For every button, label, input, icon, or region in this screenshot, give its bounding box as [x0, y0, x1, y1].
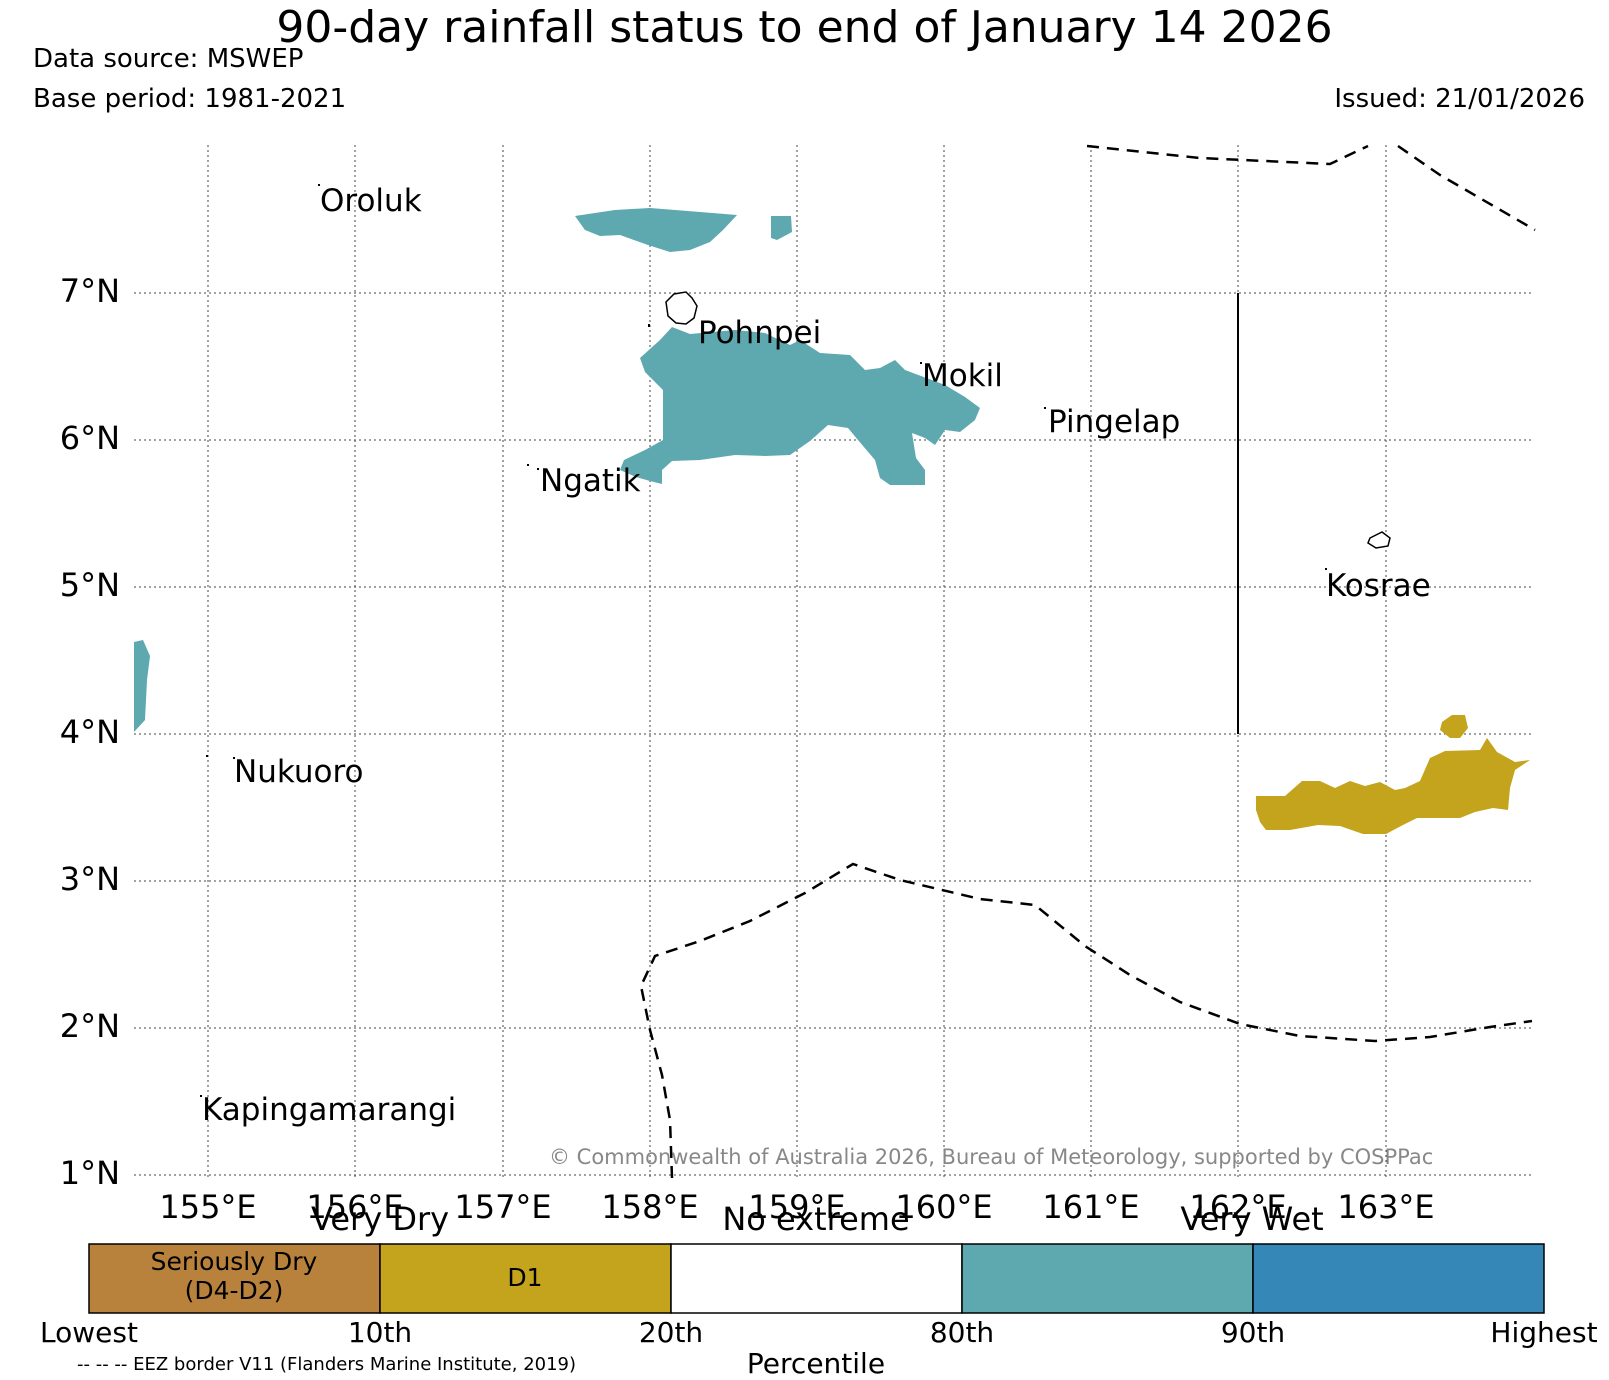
- ngatik-marker-b: [537, 468, 539, 470]
- lon-label-163e: 163°E: [1337, 1188, 1434, 1226]
- legend-tick-10th: 10th: [348, 1316, 412, 1349]
- place-label-oroluk: Oroluk: [320, 183, 422, 219]
- kosrae-marker: [1325, 568, 1327, 570]
- lon-label-158e: 158°E: [601, 1188, 698, 1226]
- legend-category-very-wet: Very Wet: [1180, 1200, 1323, 1238]
- pingelap-marker: [1044, 407, 1046, 409]
- lon-label-161e: 161°E: [1042, 1188, 1139, 1226]
- lon-label-156e: 156°E: [306, 1188, 403, 1226]
- place-label-pingelap: Pingelap: [1048, 404, 1180, 440]
- legend-box-d1: [379, 1243, 672, 1314]
- very-wet-region-pohnpei: [620, 327, 980, 485]
- legend-category-very-dry: Very Dry: [311, 1200, 449, 1238]
- legend-box-very-wet: [961, 1243, 1254, 1314]
- ngatik-marker-a: [527, 464, 529, 466]
- eez-border-north: [1086, 144, 1536, 232]
- lon-label-162e: 162°E: [1189, 1188, 1286, 1226]
- very-wet-region-north: [575, 208, 737, 252]
- legend-tick-lowest: Lowest: [40, 1316, 138, 1349]
- kapingamarangi-marker: [200, 1095, 202, 1097]
- very-wet-region-northeast: [771, 216, 792, 240]
- place-label-nukuoro: Nukuoro: [234, 754, 363, 790]
- nukuoro-marker-a: [206, 755, 208, 757]
- legend-box-label-d1: D1: [507, 1263, 542, 1292]
- legend-tick-80th: 80th: [930, 1316, 994, 1349]
- lat-label-4n: 4°N: [60, 713, 120, 751]
- graticule: [134, 145, 1534, 1178]
- eez-borders: [639, 144, 1536, 1179]
- eez-border-south: [639, 862, 1533, 1179]
- lon-label-157e: 157°E: [454, 1188, 551, 1226]
- lat-label-6n: 6°N: [60, 419, 120, 457]
- legend-tick-highest: Highest: [1490, 1316, 1597, 1349]
- lat-label-2n: 2°N: [60, 1007, 120, 1045]
- lat-label-3n: 3°N: [60, 860, 120, 898]
- place-label-pohnpei: Pohnpei: [698, 315, 821, 351]
- lon-label-159e: 159°E: [748, 1188, 845, 1226]
- lat-label-1n: 1°N: [60, 1154, 120, 1192]
- lat-label-7n: 7°N: [60, 272, 120, 310]
- base-period-label: Base period: 1981-2021: [33, 84, 347, 114]
- oroluk-marker: [318, 184, 320, 186]
- d1-region-kosrae-small: [1440, 715, 1468, 738]
- legend-box-label-d4-d2: (D4-D2): [185, 1276, 284, 1305]
- very-wet-region-west: [134, 640, 150, 732]
- data-source-label: Data source: MSWEP: [33, 44, 304, 74]
- legend-axis-label: Percentile: [747, 1347, 885, 1380]
- lon-label-160e: 160°E: [895, 1188, 992, 1226]
- d1-region-kosrae: [1256, 738, 1530, 834]
- kosrae-island-outline: [1367, 531, 1391, 549]
- pohnpei-island-outline: [665, 291, 698, 325]
- legend-tick-90th: 90th: [1221, 1316, 1285, 1349]
- lon-label-155e: 155°E: [159, 1188, 256, 1226]
- legend-box-no-extreme: [670, 1243, 963, 1314]
- issued-date-label: Issued: 21/01/2026: [1334, 84, 1585, 114]
- place-label-mokil: Mokil: [922, 358, 1003, 394]
- copyright-notice: © Commonwealth of Australia 2026, Bureau…: [549, 1145, 1433, 1169]
- lat-label-5n: 5°N: [60, 566, 120, 604]
- legend: Very Dry No extreme Very Wet Seriously D…: [40, 1200, 1598, 1380]
- pohnpei-islet-marker: [648, 324, 650, 327]
- place-label-kapingamarangi: Kapingamarangi: [202, 1092, 456, 1128]
- place-label-kosrae: Kosrae: [1326, 568, 1431, 604]
- place-label-ngatik: Ngatik: [540, 463, 641, 499]
- atoll-markers: [200, 184, 1327, 1097]
- legend-box-seriously-dry: [88, 1243, 381, 1314]
- legend-box-label-seriously-dry: Seriously Dry: [151, 1247, 318, 1276]
- eez-border-note: -- -- -- EEZ border V11 (Flanders Marine…: [77, 1354, 576, 1375]
- nukuoro-marker-b: [233, 757, 235, 759]
- legend-box-highest: [1252, 1243, 1545, 1314]
- legend-tick-20th: 20th: [639, 1316, 703, 1349]
- mokil-marker: [920, 362, 922, 364]
- map-title: 90-day rainfall status to end of January…: [276, 2, 1333, 53]
- legend-category-no-extreme: No extreme: [722, 1200, 909, 1238]
